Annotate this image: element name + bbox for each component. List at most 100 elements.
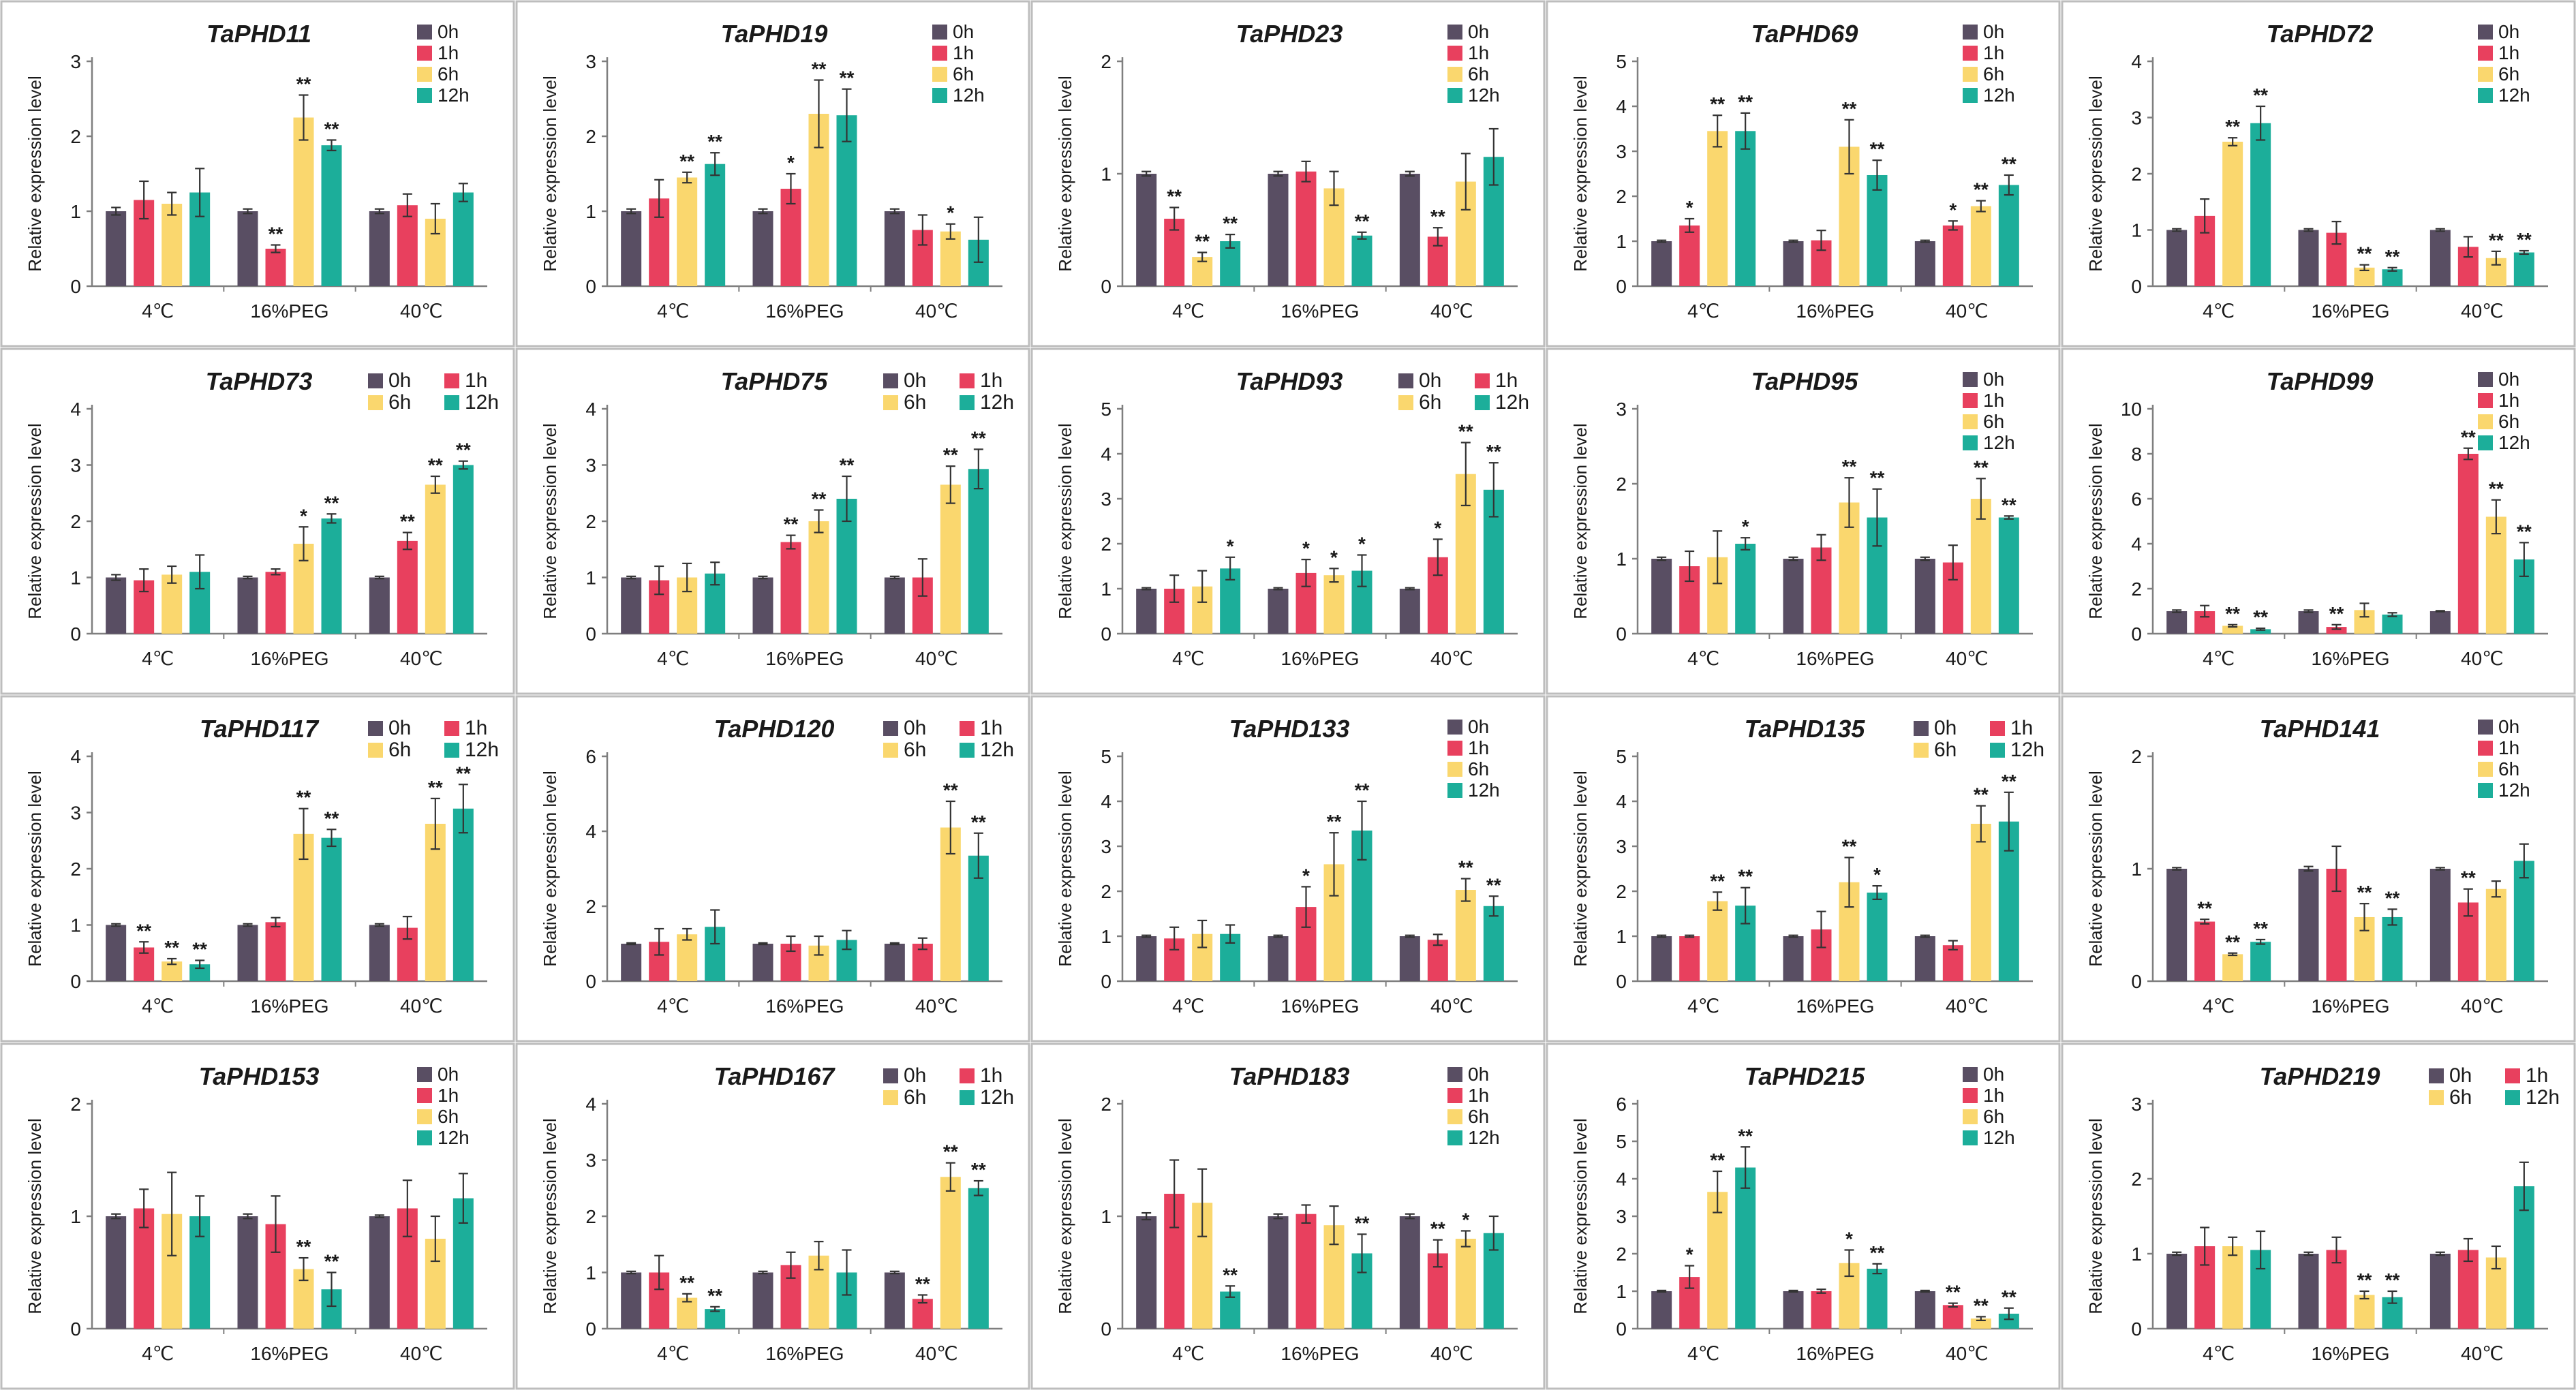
legend-swatch-6h	[368, 743, 383, 758]
legend-label-1h: 1h	[465, 717, 487, 739]
y-tick-label: 0	[1616, 276, 1627, 297]
bar-6h	[2354, 1295, 2375, 1329]
bar-6h	[2222, 954, 2243, 981]
chart-title: TaPHD120	[714, 715, 835, 743]
significance-label: **	[2489, 230, 2504, 251]
x-tick-label: 16%PEG	[250, 300, 328, 322]
y-axis-label: Relative expression level	[1055, 423, 1075, 619]
legend-label-1h: 1h	[2526, 1064, 2548, 1087]
legend-swatch-1h	[1963, 393, 1978, 408]
y-tick-label: 3	[585, 51, 596, 72]
legend-swatch-12h	[1963, 435, 1978, 450]
legend-swatch-0h	[1447, 1067, 1462, 1082]
chart-panel-taphd135: TaPHD135 Relative expression level 0 1 2 3 4 5 4…	[1546, 695, 2061, 1042]
y-tick-label: 0	[70, 1318, 81, 1340]
bar-6h	[677, 1297, 698, 1329]
x-tick-label: 40℃	[1946, 1343, 1989, 1364]
legend-label-12h: 12h	[2010, 739, 2044, 761]
bar-0h	[2429, 869, 2451, 981]
y-tick-label: 1	[1616, 926, 1627, 947]
y-axis-label: Relative expression level	[1570, 771, 1591, 967]
significance-label: **	[428, 777, 443, 798]
bar-1h	[1295, 1214, 1317, 1329]
bar-0h	[1783, 241, 1804, 286]
y-tick-label: 1	[1616, 549, 1627, 570]
legend-label-6h: 6h	[1419, 391, 1441, 414]
bar-6h	[2485, 516, 2506, 634]
bar-12h	[1735, 544, 1756, 634]
legend-swatch-0h	[2478, 372, 2493, 387]
bar-6h	[677, 177, 698, 286]
bar-12h	[1483, 906, 1504, 981]
y-tick-label: 1	[585, 1263, 596, 1284]
bar-6h	[1970, 499, 1991, 634]
y-tick-label: 4	[1616, 1169, 1627, 1190]
significance-label: **	[1430, 1218, 1445, 1239]
bar-0h	[369, 925, 390, 981]
bar-6h	[1970, 1318, 1991, 1329]
bar-0h	[369, 1216, 390, 1329]
bar-12h	[453, 192, 474, 286]
y-tick-label: 4	[585, 399, 596, 420]
panel-border	[2061, 1042, 2576, 1390]
chart-title: TaPHD99	[2267, 367, 2374, 395]
legend-label-1h: 1h	[1983, 42, 2004, 63]
y-tick-label: 5	[1101, 399, 1111, 420]
legend-label-6h: 6h	[1468, 1106, 1489, 1127]
legend-swatch-12h	[932, 88, 947, 103]
bar-0h	[621, 1272, 642, 1329]
significance-label: **	[1738, 1125, 1753, 1146]
y-tick-label: 4	[1101, 791, 1111, 812]
chart-panel-taphd93: TaPHD93 Relative expression level 0 1 2 3 4 5 4℃…	[1030, 348, 1546, 695]
bar-0h	[237, 211, 258, 286]
legend-swatch-12h	[2478, 783, 2493, 798]
chart-panel-taphd120: TaPHD120 Relative expression level 0 2 4 6 4℃ 1…	[515, 695, 1030, 1042]
y-tick-label: 5	[1616, 1131, 1627, 1152]
legend-swatch-12h	[1963, 88, 1978, 103]
chart-title: TaPHD93	[1236, 367, 1343, 395]
significance-label: **	[812, 59, 827, 80]
legend-label-1h: 1h	[2010, 717, 2033, 739]
chart-title: TaPHD141	[2260, 715, 2380, 743]
legend-label-6h: 6h	[1983, 63, 2004, 84]
legend-swatch-0h	[2478, 720, 2493, 735]
chart-panel-taphd11: TaPHD11 Relative expression level 0 1 2 3 4℃ 16…	[0, 0, 515, 348]
bar-1h	[780, 189, 801, 286]
bar-12h	[2250, 942, 2271, 981]
x-tick-label: 16%PEG	[765, 995, 844, 1017]
legend-swatch-12h	[417, 88, 432, 103]
chart-panel-taphd167: TaPHD167 Relative expression level 0 1 2 3 4 4℃…	[515, 1042, 1030, 1390]
bar-6h	[1707, 1192, 1728, 1329]
legend-label-1h: 1h	[438, 1085, 459, 1106]
bar-12h	[453, 808, 474, 981]
legend-swatch-1h	[960, 721, 975, 736]
y-tick-label: 0	[585, 971, 596, 992]
x-tick-label: 16%PEG	[2311, 1343, 2389, 1364]
significance-label: **	[707, 1285, 722, 1306]
x-tick-label: 40℃	[2461, 300, 2504, 322]
significance-label: **	[1974, 457, 1989, 478]
significance-label: **	[1710, 1149, 1725, 1171]
bar-0h	[1914, 559, 1935, 634]
y-axis-label: Relative expression level	[25, 771, 45, 967]
x-tick-label: 16%PEG	[2311, 300, 2389, 322]
panel-border	[1030, 1042, 1546, 1390]
x-tick-label: 16%PEG	[1281, 995, 1359, 1017]
y-axis-label: Relative expression level	[2085, 771, 2106, 967]
panel-border	[0, 695, 515, 1042]
panel-border	[2061, 695, 2576, 1042]
legend-swatch-1h	[1963, 46, 1978, 61]
x-tick-label: 16%PEG	[2311, 648, 2389, 669]
bar-12h	[968, 1188, 989, 1329]
significance-label: **	[1946, 1282, 1961, 1303]
significance-label: *	[1686, 197, 1693, 218]
chart-panel-taphd95: TaPHD95 Relative expression level 0 1 2 3 4℃ * 1…	[1546, 348, 2061, 695]
legend-swatch-6h	[368, 395, 383, 410]
legend-swatch-1h	[2478, 46, 2493, 61]
y-axis-label: Relative expression level	[2085, 76, 2106, 272]
y-tick-label: 0	[70, 276, 81, 297]
